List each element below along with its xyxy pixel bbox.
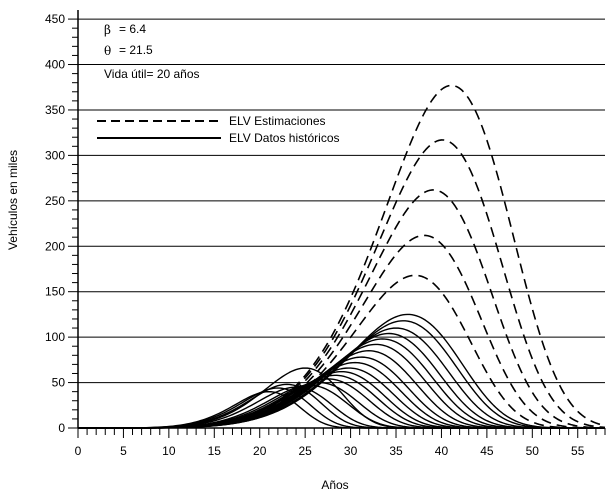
series-line-15 — [78, 343, 605, 429]
y-tick-label: 450 — [45, 12, 65, 26]
y-axis-title: Vehículos en miles — [6, 150, 20, 250]
legend: ELV Estimaciones ELV Datos históricos — [97, 114, 340, 145]
series-line-16 — [78, 338, 605, 429]
theta-symbol: θ — [104, 44, 111, 58]
x-tick-label: 20 — [253, 444, 267, 458]
y-tick-label: 200 — [45, 239, 65, 253]
x-tick-label: 30 — [344, 444, 358, 458]
x-tick-label: 0 — [75, 444, 82, 458]
y-tick-label: 250 — [45, 194, 65, 208]
x-tick-label: 45 — [480, 444, 494, 458]
vida-util-label: Vida útil= 20 años — [104, 67, 200, 81]
x-tick-label: 55 — [571, 444, 585, 458]
beta-symbol: β — [104, 23, 111, 37]
x-tick-label: 5 — [120, 444, 127, 458]
series-group — [78, 84, 606, 429]
y-tick-label: 300 — [45, 148, 65, 162]
series-line-3 — [78, 383, 605, 429]
theta-value: = 21.5 — [119, 43, 153, 57]
ticks: 0 5 10 15 20 25 30 35 40 45 50 55 0 50 100 150 200 250 300… — [45, 12, 606, 458]
x-tick-label: 40 — [435, 444, 449, 458]
y-tick-label: 150 — [45, 285, 65, 299]
series-line-25 — [78, 84, 606, 429]
series-line-21 — [78, 274, 605, 429]
x-tick-label: 35 — [389, 444, 403, 458]
y-tick-label: 50 — [52, 376, 66, 390]
x-tick-label: 15 — [208, 444, 222, 458]
y-tick-label: 0 — [58, 421, 65, 435]
y-tick-label: 400 — [45, 58, 65, 72]
x-axis-title: Años — [321, 478, 348, 492]
legend-label-estimaciones: ELV Estimaciones — [229, 114, 326, 128]
annotation-box: β = 6.4 θ = 21.5 Vida útil= 20 años — [104, 22, 200, 81]
x-tick-label: 10 — [162, 444, 176, 458]
y-tick-label: 350 — [45, 103, 65, 117]
grid — [78, 18, 605, 384]
legend-label-historicos: ELV Datos históricos — [229, 131, 340, 145]
series-line-8 — [78, 378, 605, 429]
x-tick-label: 50 — [526, 444, 540, 458]
series-line-7 — [78, 381, 605, 429]
y-tick-label: 100 — [45, 330, 65, 344]
series-line-2 — [78, 387, 605, 429]
series-line-1 — [78, 390, 605, 429]
beta-value: = 6.4 — [119, 22, 146, 36]
x-tick-label: 25 — [298, 444, 312, 458]
series-line-6 — [78, 384, 605, 429]
